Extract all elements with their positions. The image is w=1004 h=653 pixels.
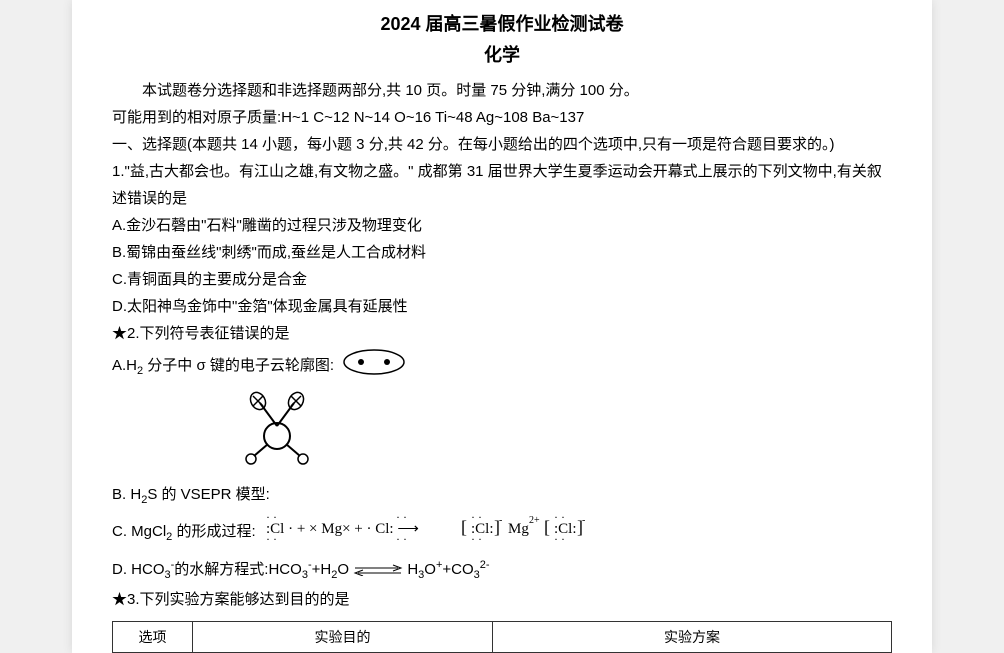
- question-2-option-b: B. H2S 的 VSEPR 模型:: [112, 481, 892, 511]
- table-header-row: 选项 实验目的 实验方案: [113, 621, 892, 652]
- svg-text:2+: 2+: [529, 515, 540, 526]
- question-2-option-c: C. MgCl2 的形成过程: :Cl · + × Mg× + · Cl: ⟶ …: [112, 511, 892, 556]
- section-1-header: 一、选择题(本题共 14 小题，每小题 3 分,共 42 分。在每小题给出的四个…: [112, 131, 892, 158]
- question-2-option-a: A.H2 分子中 σ 键的电子云轮廓图:: [112, 347, 892, 386]
- intro-paragraph-1: 本试题卷分选择题和非选择题两部分,共 10 页。时量 75 分钟,满分 100 …: [112, 77, 892, 104]
- question-2: ★2.下列符号表征错误的是: [112, 320, 892, 347]
- svg-text:· ·: · ·: [554, 532, 565, 546]
- svg-text:-: -: [499, 515, 502, 526]
- mgcl2-formation-diagram: :Cl · + × Mg× + · Cl: ⟶ · · · · · · · · …: [261, 511, 601, 556]
- option-b-text: B. H2S 的 VSEPR 模型:: [112, 481, 270, 511]
- option-a-text: A.H2 分子中 σ 键的电子云轮廓图:: [112, 352, 334, 382]
- option-d-text: D. HCO3-的水解方程式:HCO3-+H2O H3O++CO32-: [112, 556, 490, 586]
- title-main: 2024 届高三暑假作业检测试卷: [112, 10, 892, 36]
- table-header-3: 实验方案: [493, 621, 892, 652]
- question-1-option-a: A.金沙石磬由"石料"雕凿的过程只涉及物理变化: [112, 212, 892, 239]
- question-1-option-c: C.青铜面具的主要成分是合金: [112, 266, 892, 293]
- question-2-option-d: D. HCO3-的水解方程式:HCO3-+H2O H3O++CO32-: [112, 556, 892, 586]
- svg-text:· ·: · ·: [396, 511, 407, 524]
- svg-text:· ·: · ·: [396, 532, 407, 546]
- title-subject: 化学: [112, 41, 892, 67]
- svg-text:· ·: · ·: [471, 532, 482, 546]
- question-3-table: 选项 实验目的 实验方案: [112, 621, 892, 653]
- svg-text:· ·: · ·: [471, 511, 482, 524]
- document-page: 2024 届高三暑假作业检测试卷 化学 本试题卷分选择题和非选择题两部分,共 1…: [72, 0, 932, 653]
- option-c-text: C. MgCl2 的形成过程:: [112, 518, 256, 548]
- vsepr-diagram: [232, 391, 892, 476]
- svg-text:· ·: · ·: [266, 532, 277, 546]
- svg-text:[: [: [544, 517, 550, 537]
- sigma-bond-diagram: [339, 347, 409, 386]
- table-header-2: 实验目的: [193, 621, 493, 652]
- question-1-option-b: B.蜀锦由蚕丝线"刺绣"而成,蚕丝是人工合成材料: [112, 239, 892, 266]
- svg-text:[: [: [461, 517, 467, 537]
- svg-text:· ·: · ·: [554, 511, 565, 524]
- intro-paragraph-2: 可能用到的相对原子质量:H~1 C~12 N~14 O~16 Ti~48 Ag~…: [112, 104, 892, 131]
- svg-text:· ·: · ·: [266, 511, 277, 524]
- question-3: ★3.下列实验方案能够达到目的的是: [112, 586, 892, 613]
- question-1: 1."益,古大都会也。有江山之雄,有文物之盛。" 成都第 31 届世界大学生夏季…: [112, 158, 892, 212]
- table-header-1: 选项: [113, 621, 193, 652]
- question-1-option-d: D.太阳神鸟金饰中"金箔"体现金属具有延展性: [112, 293, 892, 320]
- svg-text:-: -: [582, 515, 585, 526]
- svg-text:Mg: Mg: [508, 521, 529, 537]
